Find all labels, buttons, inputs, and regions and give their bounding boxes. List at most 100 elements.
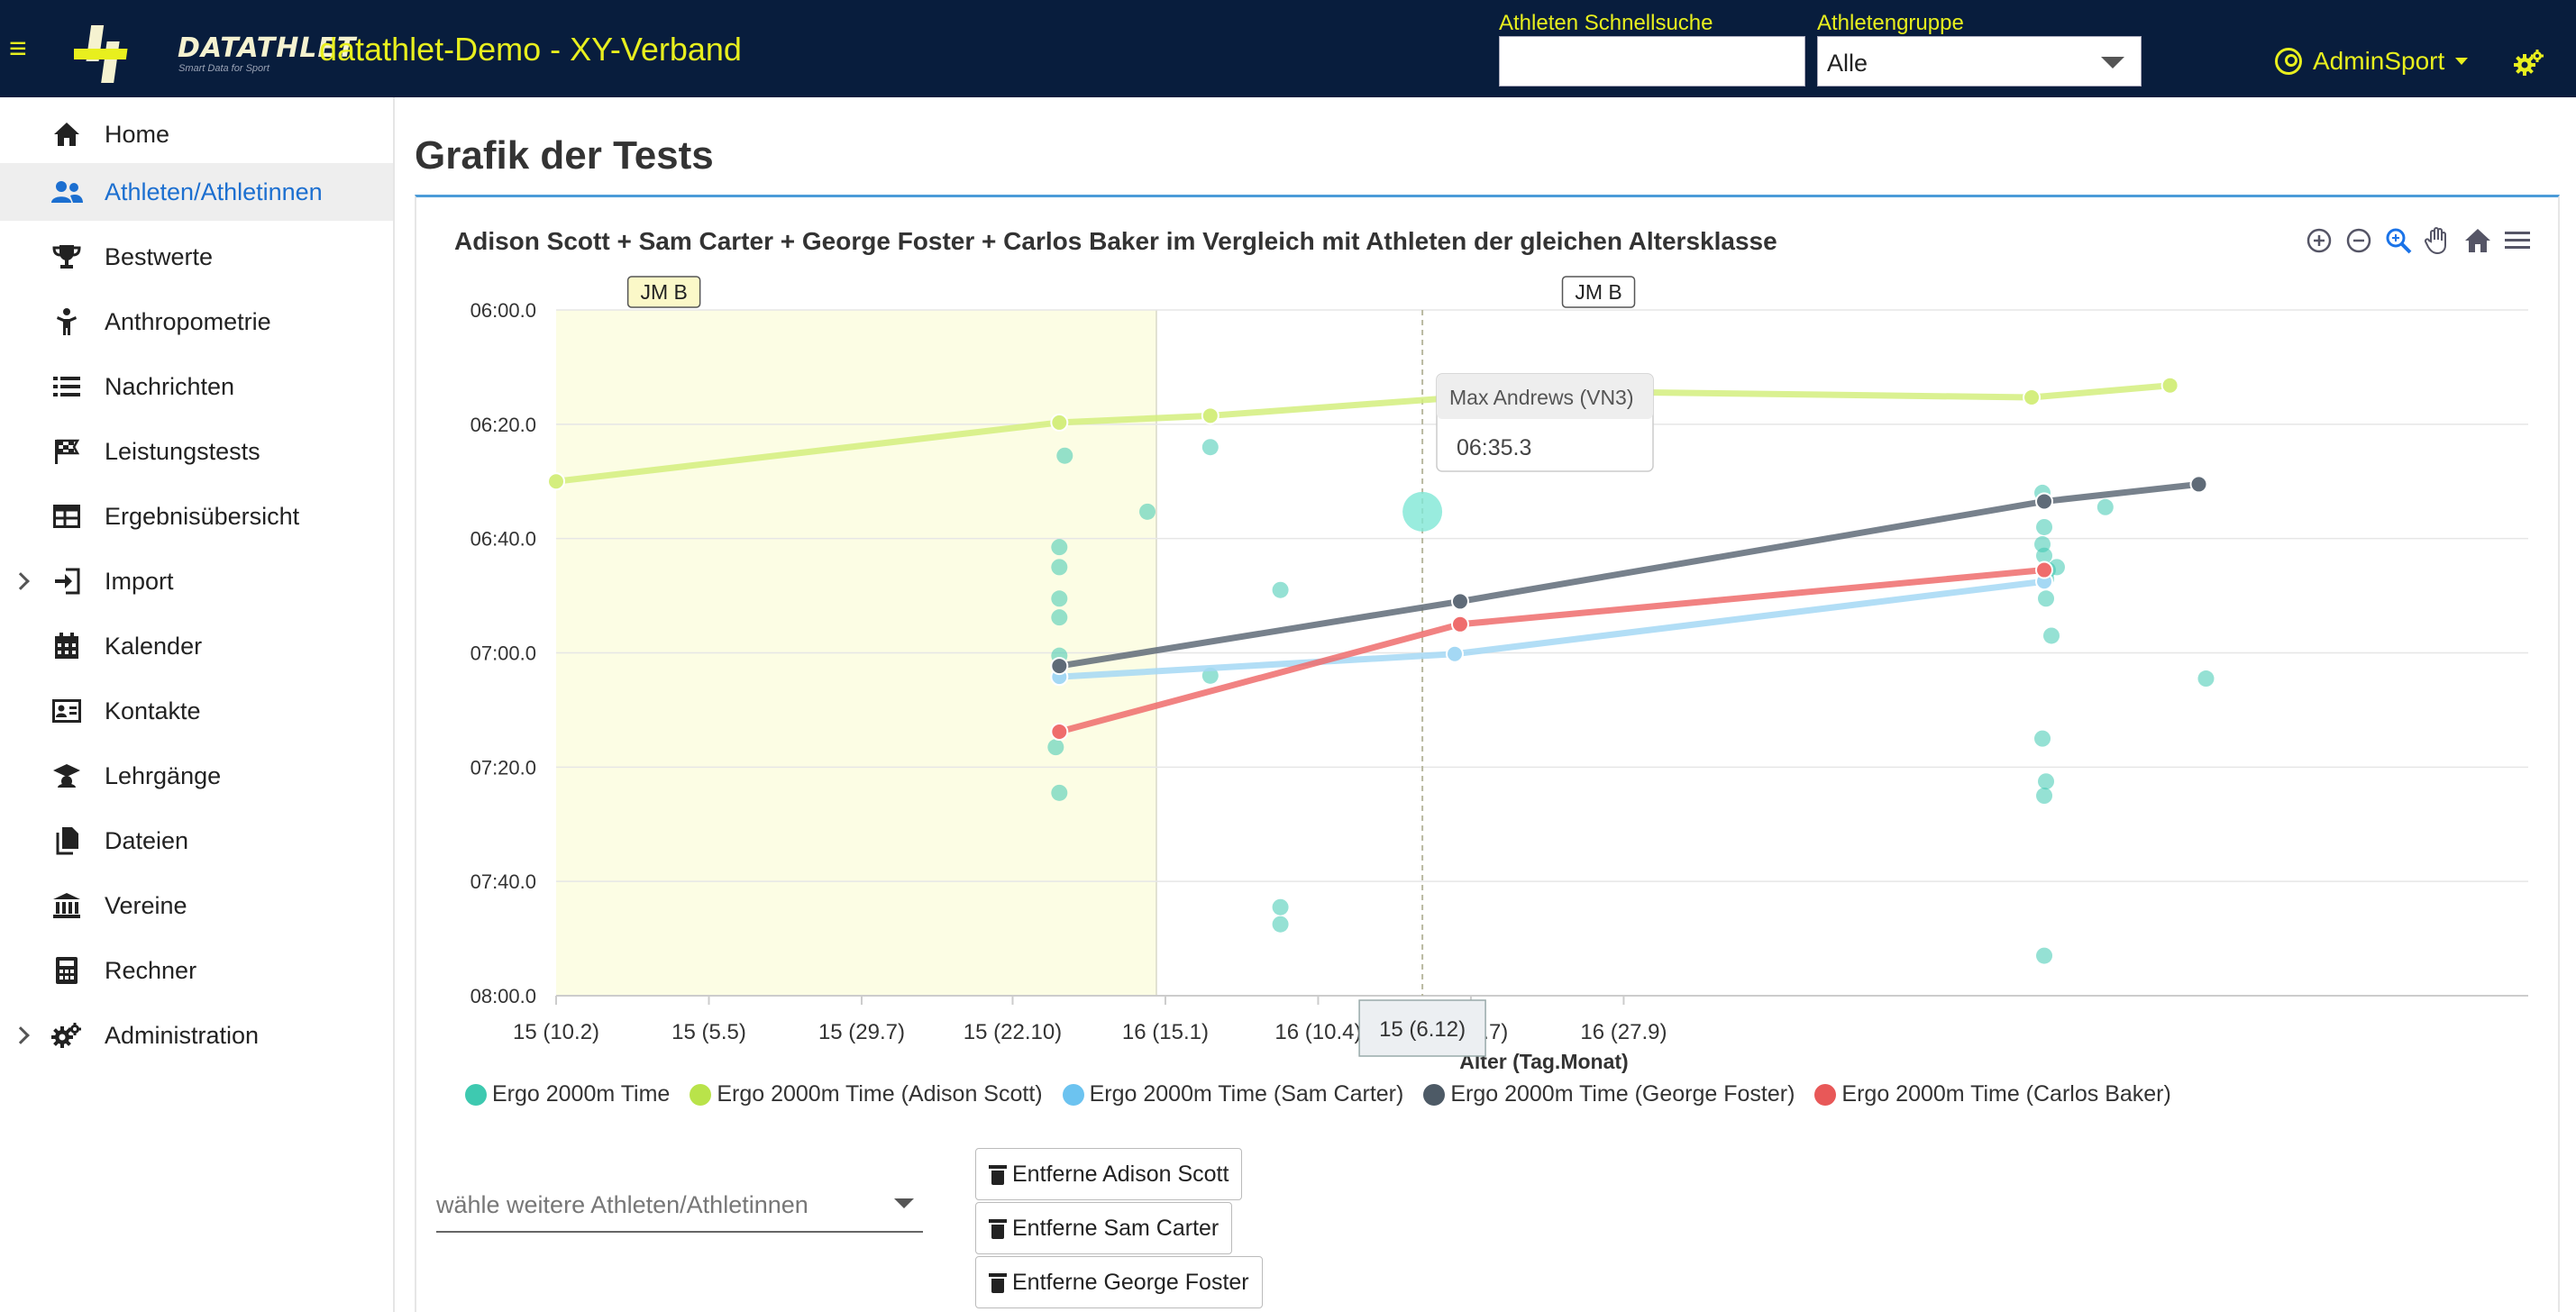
tooltip-value: 06:35.3 (1457, 435, 1531, 460)
sidebar-item-athleten[interactable]: Athleten/Athletinnen (0, 163, 393, 221)
sidebar-item-kalender[interactable]: Kalender (0, 617, 393, 675)
sidebar-item-kontakte[interactable]: Kontakte (0, 682, 393, 740)
sidebar-item-anthropometrie[interactable]: Anthropometrie (0, 293, 393, 351)
scatter-point (2034, 730, 2051, 747)
remove-sam-carter-button[interactable]: Entferne Sam Carter (975, 1202, 1233, 1254)
add-athlete-select[interactable]: wähle weitere Athleten/Athletinnen (436, 1179, 923, 1233)
table-icon (50, 500, 83, 533)
gears-icon (50, 1019, 83, 1052)
legend-marker-icon (1423, 1083, 1446, 1106)
legend-item[interactable]: Ergo 2000m Time (George Foster) (1423, 1081, 1795, 1107)
legend-label: Ergo 2000m Time (Sam Carter) (1089, 1081, 1404, 1107)
scatter-point (2036, 788, 2053, 805)
sidebar: Home Athleten/Athletinnen Bestwerte Anth… (0, 97, 395, 1312)
legend-marker-icon (1814, 1083, 1837, 1106)
sidebar-item-vereine[interactable]: Vereine (0, 877, 393, 934)
graduation-icon (50, 760, 83, 792)
logo-mark-icon (71, 25, 128, 83)
series-point (1450, 592, 1469, 611)
chart-menu-icon[interactable] (2502, 225, 2533, 256)
legend-marker-icon (690, 1083, 712, 1106)
tooltip-title: Max Andrews (VN3) (1449, 386, 1634, 409)
athlete-group-label: Athletengruppe (1817, 11, 1964, 35)
button-label: Entferne Adison Scott (1012, 1161, 1229, 1187)
zoom-out-icon[interactable] (2343, 225, 2374, 256)
scatter-point (1051, 784, 1068, 801)
sidebar-item-ergebnisuebersicht[interactable]: Ergebnisübersicht (0, 487, 393, 545)
y-tick-label: 07:00.0 (470, 642, 536, 665)
athlete-group-select[interactable]: Alle (1817, 36, 2142, 87)
scatter-point (1051, 590, 1068, 607)
hamburger-menu-icon[interactable]: ≡ (9, 32, 27, 66)
sidebar-item-administration[interactable]: Administration (0, 1007, 393, 1064)
sidebar-item-rechner[interactable]: Rechner (0, 942, 393, 999)
x-tick-label: 15 (5.5) (671, 1020, 746, 1044)
home-icon (50, 118, 83, 150)
scatter-point (2034, 536, 2051, 553)
athlete-quicksearch-input[interactable] (1499, 36, 1805, 87)
sidebar-item-home[interactable]: Home (0, 105, 393, 163)
button-label: Entferne Sam Carter (1012, 1215, 1219, 1241)
legend-item[interactable]: Ergo 2000m Time (465, 1081, 670, 1107)
selection-zoom-icon[interactable] (2383, 225, 2414, 256)
scatter-point (1272, 581, 1289, 598)
settings-gears-icon[interactable] (2513, 47, 2545, 79)
sidebar-item-label: Bestwerte (105, 242, 214, 270)
series-line (1059, 578, 2045, 680)
sidebar-item-label: Rechner (105, 956, 197, 984)
series-point (2023, 388, 2042, 407)
scatter-point (2096, 498, 2114, 515)
logo-text: DATATHLET (178, 32, 357, 64)
sidebar-item-lehrgaenge[interactable]: Lehrgänge (0, 747, 393, 805)
sidebar-item-bestwerte[interactable]: Bestwerte (0, 228, 393, 286)
x-tick-label: 15 (10.2) (513, 1020, 599, 1044)
series-point (1445, 644, 1464, 663)
datathlet-logo[interactable]: DATATHLET Smart Data for Sport (71, 20, 355, 88)
legend-item[interactable]: Ergo 2000m Time (Sam Carter) (1062, 1081, 1404, 1107)
scatter-point (1201, 667, 1219, 684)
checkered-flag-icon (50, 435, 83, 468)
x-hover-label: 15 (6.12) (1379, 1017, 1466, 1042)
series-point (2035, 560, 2054, 579)
chart-toolbar (2304, 225, 2533, 256)
legend-marker-icon (1062, 1083, 1084, 1106)
pan-hand-icon[interactable] (2423, 225, 2453, 256)
remove-adison-scott-button[interactable]: Entferne Adison Scott (975, 1148, 1243, 1200)
x-hover-label-box (1358, 999, 1486, 1057)
zoom-in-icon[interactable] (2304, 225, 2334, 256)
series-point (1050, 413, 1069, 432)
user-menu[interactable]: AdminSport (2275, 47, 2469, 76)
legend-label: Ergo 2000m Time (Adison Scott) (717, 1081, 1043, 1107)
trash-icon (989, 1217, 1007, 1239)
x-axis-title: Alter (Tag.Monat) (1459, 1050, 1628, 1073)
series-point (1050, 657, 1069, 676)
legend-label: Ergo 2000m Time (492, 1081, 671, 1107)
sidebar-item-nachrichten[interactable]: Nachrichten (0, 358, 393, 415)
series-point (2160, 376, 2179, 395)
sidebar-item-label: Dateien (105, 826, 189, 854)
sidebar-item-label: Lehrgänge (105, 761, 222, 789)
remove-george-foster-button[interactable]: Entferne George Foster (975, 1256, 1263, 1308)
sidebar-item-import[interactable]: Import (0, 552, 393, 610)
sidebar-item-leistungstests[interactable]: Leistungstests (0, 423, 393, 480)
athlete-group-value: Alle (1827, 50, 1868, 77)
chevron-down-icon (894, 1198, 914, 1208)
x-tick-label: 16 (15.1) (1122, 1020, 1209, 1044)
caret-down-icon (2455, 58, 2469, 65)
band-label: JM B (640, 280, 687, 304)
legend-item[interactable]: Ergo 2000m Time (Adison Scott) (690, 1081, 1043, 1107)
sidebar-item-label: Anthropometrie (105, 307, 271, 335)
list-icon (50, 370, 83, 403)
legend-item[interactable]: Ergo 2000m Time (Carlos Baker) (1814, 1081, 2171, 1107)
scatter-point (2038, 773, 2055, 790)
x-tick-label: 15 (29.7) (818, 1020, 905, 1044)
scatter-point (1051, 539, 1068, 556)
trash-icon (989, 1163, 1007, 1185)
sidebar-item-dateien[interactable]: Dateien (0, 812, 393, 870)
import-icon (50, 565, 83, 597)
reset-home-icon[interactable] (2462, 225, 2493, 256)
chart-title: Adison Scott + Sam Carter + George Foste… (454, 227, 1777, 255)
scatter-point (1201, 439, 1219, 456)
scatter-point (2042, 627, 2060, 644)
